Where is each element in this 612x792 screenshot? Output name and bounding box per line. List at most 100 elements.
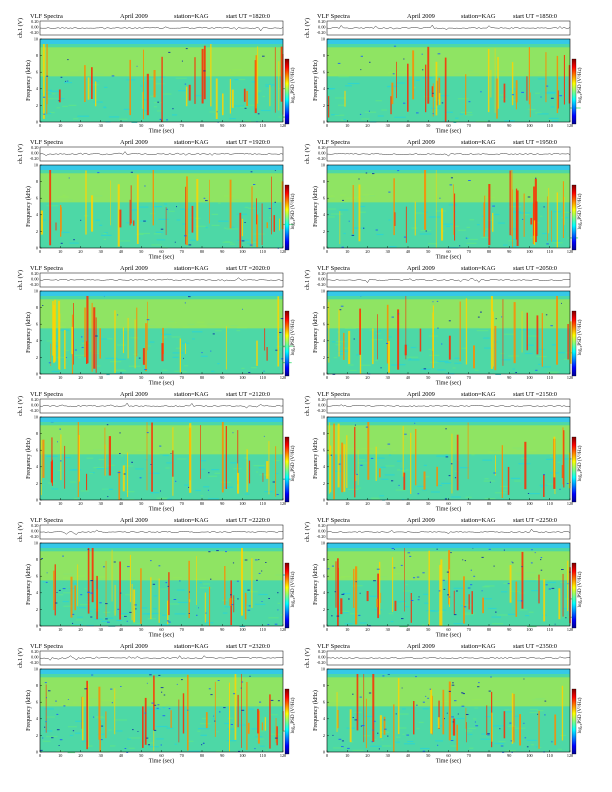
spectrogram-streak <box>60 434 62 481</box>
spectrogram-noise <box>152 612 161 615</box>
spectrogram-noise <box>360 55 363 57</box>
spectrogram-streak <box>336 692 338 732</box>
spectrogram-noise <box>376 568 380 570</box>
spectrogram-noise <box>66 80 69 82</box>
spectrogram-noise <box>451 684 455 686</box>
spectrogram-noise <box>146 737 149 739</box>
spectrogram-noise <box>497 614 508 616</box>
spectrogram-noise <box>126 751 129 753</box>
x-tick-label: 30 <box>386 501 390 506</box>
spectrogram-streak <box>187 674 189 751</box>
spectrogram-noise <box>274 737 278 739</box>
spectrogram-noise <box>80 594 83 596</box>
y-axis-label: Frequency (kHz) <box>312 438 319 479</box>
spectrogram-noise <box>268 617 279 619</box>
spectrogram-noise <box>495 318 497 320</box>
spectrogram-streak <box>119 209 122 228</box>
spectrogram-noise <box>244 107 247 109</box>
spectrogram-noise <box>344 327 356 329</box>
spectrogram-streak <box>241 546 243 616</box>
x-axis-label: Time (sec) <box>149 632 175 639</box>
spectrogram-noise <box>227 717 234 719</box>
spectrogram-noise <box>341 593 345 595</box>
spectrogram-streak <box>453 590 455 615</box>
x-tick-label: 100 <box>526 123 532 128</box>
panel-date: April 2009 <box>407 643 435 650</box>
spectrogram-streak <box>333 423 335 500</box>
colorbar-label: log₁₀PSD (V²/Hz) <box>290 67 296 103</box>
spectrogram-noise <box>470 584 473 586</box>
spectrogram-streak <box>84 307 86 358</box>
spectrogram-noise <box>274 170 276 171</box>
spectrogram-streak <box>432 305 434 369</box>
x-tick-label: 70 <box>467 375 471 380</box>
spectrogram-noise <box>98 458 105 461</box>
spectrogram-noise <box>43 113 46 115</box>
spectrogram-noise <box>409 358 412 360</box>
spectrogram-noise <box>95 335 98 337</box>
spectrogram-noise <box>524 580 537 582</box>
x-tick-label: 100 <box>239 249 245 254</box>
spectrogram-noise <box>230 462 237 464</box>
waveform-trace <box>39 655 284 661</box>
spectrogram-noise <box>123 465 134 467</box>
x-tick-label: 20 <box>365 375 369 380</box>
spectrogram-streak <box>276 726 278 746</box>
spectrogram-noise <box>421 489 428 491</box>
ch-tick-label: 0.00 <box>31 25 38 30</box>
spectrogram-noise <box>461 347 467 349</box>
spectrogram-noise <box>86 624 94 627</box>
spectrogram-streak <box>119 561 121 620</box>
spectrogram-noise <box>107 464 115 466</box>
spectrogram-noise <box>494 742 505 745</box>
spectrogram-noise <box>487 734 490 736</box>
spectrogram-streak <box>465 707 467 729</box>
spectrogram-noise <box>265 749 268 751</box>
spectrogram-noise <box>209 111 220 113</box>
spectrogram-streak <box>355 474 357 482</box>
spectrogram-noise <box>391 548 394 549</box>
spectrogram-noise <box>200 734 207 736</box>
spectrogram-noise <box>420 747 430 750</box>
x-axis-label: Time (sec) <box>149 254 175 261</box>
spectrogram-panel: VLF Spectra April 2009 station=KAG start UT… <box>17 139 296 261</box>
spectrogram-noise <box>74 349 77 351</box>
spectrogram-noise <box>447 594 449 596</box>
spectrogram-noise <box>225 551 227 553</box>
spectrogram-noise <box>544 92 556 94</box>
spectrogram-streak <box>507 466 510 495</box>
spectrogram-streak <box>161 56 163 122</box>
spectrogram-streak <box>349 709 352 743</box>
spectrogram-noise <box>150 464 152 465</box>
y-tick-label: 0 <box>323 749 325 754</box>
spectrogram-noise <box>421 53 423 55</box>
spectrogram-noise <box>236 330 241 332</box>
spectrogram-streak <box>471 591 473 615</box>
spectrogram-noise <box>416 112 419 114</box>
x-tick-label: 0 <box>39 501 41 506</box>
spectrogram-noise <box>376 333 381 335</box>
spectrogram-streak <box>105 560 107 617</box>
spectrogram-noise <box>223 486 234 488</box>
spectrogram-streak <box>140 568 142 624</box>
spectrogram-noise <box>420 368 431 370</box>
spectrogram-streak <box>58 300 61 370</box>
spectrogram-noise <box>97 172 100 174</box>
spectrogram-noise <box>166 119 168 121</box>
spectrogram-streak <box>251 186 253 247</box>
spectrogram-noise <box>46 697 47 699</box>
ch-axis-label: ch.1 (V) <box>304 270 311 290</box>
spectrogram-noise <box>556 352 566 354</box>
spectrogram-noise <box>244 222 246 223</box>
spectrogram-noise <box>131 209 139 211</box>
spectrogram-topband <box>40 165 283 170</box>
spectrogram-noise <box>81 346 84 348</box>
spectrogram-streak <box>158 578 160 623</box>
spectrogram-noise <box>205 200 208 202</box>
spectrogram-streak <box>530 217 533 225</box>
spectrogram-noise <box>46 735 58 738</box>
spectrogram-streak <box>71 326 73 355</box>
spectrogram-noise <box>422 708 429 710</box>
y-tick-label: 4 <box>323 338 326 343</box>
spectrogram-noise <box>359 622 367 624</box>
